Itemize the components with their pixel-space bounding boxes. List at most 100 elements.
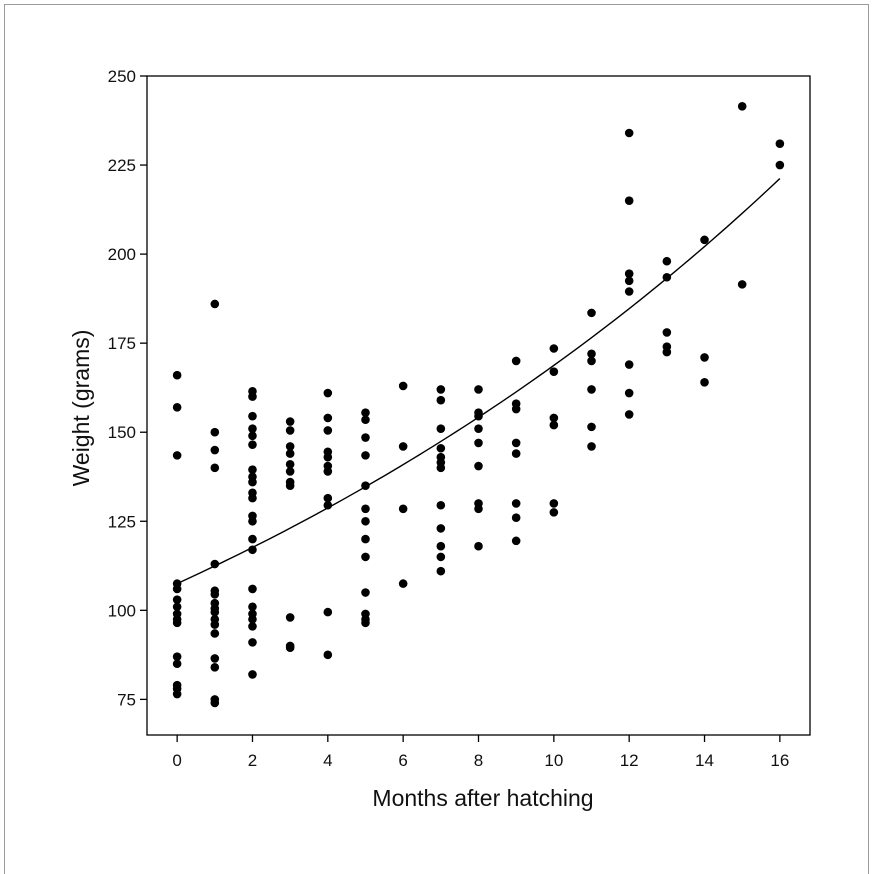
y-tick-label: 150 — [108, 423, 136, 442]
x-tick-label: 14 — [695, 751, 714, 770]
data-point — [285, 481, 295, 490]
x-axis-title: Months after hatching — [372, 785, 593, 811]
data-point — [662, 347, 672, 357]
data-point — [587, 422, 596, 432]
data-point — [172, 618, 182, 628]
data-point — [172, 652, 182, 661]
x-tick-label: 0 — [172, 751, 181, 770]
data-point — [172, 595, 182, 604]
data-point — [474, 541, 483, 551]
data-point — [662, 256, 672, 266]
data-point — [700, 378, 709, 387]
data-point — [323, 607, 333, 617]
data-point — [700, 235, 709, 245]
data-point — [737, 101, 747, 111]
data-point — [210, 427, 220, 437]
y-tick-label: 125 — [108, 512, 136, 531]
data-point — [549, 508, 559, 517]
data-point — [210, 620, 220, 629]
data-point — [700, 353, 709, 362]
data-point — [248, 411, 257, 421]
data-point — [624, 388, 634, 398]
data-point — [436, 541, 446, 551]
data-point — [361, 588, 370, 597]
x-tick-label: 12 — [620, 751, 639, 770]
data-point — [624, 360, 634, 369]
data-point — [511, 404, 521, 414]
plot-area — [146, 75, 811, 736]
data-point — [398, 504, 408, 514]
data-point — [474, 461, 483, 471]
data-point — [210, 698, 220, 708]
data-point — [587, 442, 596, 451]
data-point — [248, 493, 257, 503]
data-point — [248, 516, 257, 526]
y-tick-label: 200 — [108, 245, 136, 264]
data-point — [662, 328, 672, 337]
data-point — [624, 269, 634, 279]
data-point — [549, 413, 559, 423]
data-point — [248, 584, 257, 594]
data-point — [210, 589, 220, 599]
data-point — [323, 650, 333, 660]
data-point — [511, 438, 521, 448]
trend-line — [176, 178, 781, 585]
data-point — [323, 413, 333, 423]
data-point — [361, 433, 370, 442]
data-point — [361, 451, 370, 460]
data-point — [587, 356, 596, 366]
data-point — [511, 449, 521, 458]
data-point — [248, 602, 257, 612]
data-point — [285, 417, 295, 426]
x-tick-label: 8 — [474, 751, 483, 770]
data-point — [248, 545, 257, 555]
data-point — [436, 424, 446, 433]
data-point — [624, 128, 634, 138]
data-point — [549, 499, 559, 508]
x-tick-label: 6 — [398, 751, 407, 770]
data-point — [361, 534, 370, 544]
data-point — [323, 493, 333, 503]
data-point — [775, 160, 785, 170]
data-point — [210, 654, 220, 663]
data-point — [474, 504, 483, 514]
x-tick-label: 16 — [770, 751, 789, 770]
y-tick-label: 100 — [108, 601, 136, 620]
data-point — [775, 139, 785, 148]
data-point — [549, 367, 559, 376]
data-point — [323, 388, 333, 398]
data-point — [248, 424, 257, 433]
data-point — [436, 463, 446, 473]
data-point — [172, 584, 182, 594]
data-point — [172, 689, 182, 699]
data-point — [361, 481, 370, 490]
data-point — [172, 451, 182, 460]
x-tick-label: 2 — [248, 751, 257, 770]
data-point — [474, 385, 483, 394]
data-point — [436, 552, 446, 562]
data-point — [248, 465, 257, 474]
data-point — [361, 618, 370, 628]
data-point — [248, 614, 257, 624]
data-point — [511, 499, 521, 508]
data-point — [210, 559, 220, 569]
data-point — [285, 613, 295, 622]
data-point — [436, 524, 446, 533]
data-point — [398, 381, 408, 391]
data-point — [285, 467, 295, 476]
data-point — [248, 622, 257, 631]
y-tick-label: 250 — [108, 67, 136, 86]
data-point — [210, 299, 220, 309]
data-point — [323, 426, 333, 435]
data-point — [248, 477, 257, 487]
y-axis-title: Weight (grams) — [68, 330, 94, 487]
data-point — [436, 500, 446, 510]
data-point — [248, 534, 257, 544]
data-point — [361, 408, 370, 417]
data-point — [248, 392, 257, 401]
y-tick-label: 225 — [108, 156, 136, 175]
data-point — [436, 395, 446, 405]
data-point — [248, 670, 257, 679]
data-point — [210, 607, 220, 617]
data-point — [210, 663, 220, 672]
